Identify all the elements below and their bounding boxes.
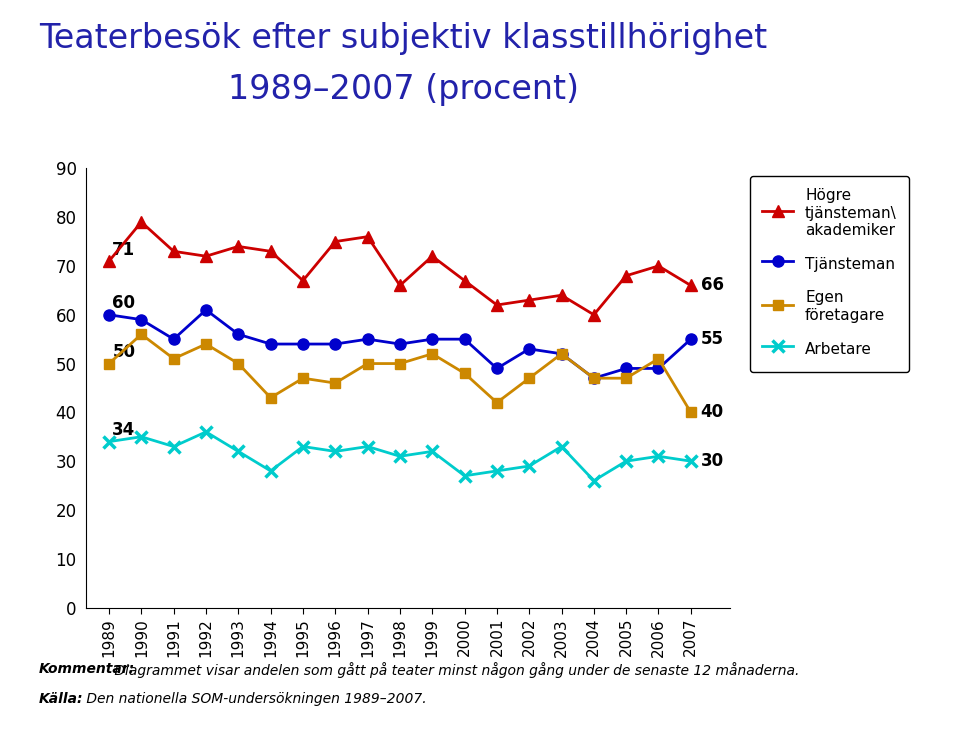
Text: 30: 30 bbox=[701, 452, 724, 470]
Text: 1989–2007 (procent): 1989–2007 (procent) bbox=[228, 73, 579, 106]
Text: Diagrammet visar andelen som gått på teater minst någon gång under de senaste 12: Diagrammet visar andelen som gått på tea… bbox=[110, 662, 800, 679]
Text: Kommentar:: Kommentar: bbox=[38, 662, 134, 676]
Text: 60: 60 bbox=[112, 294, 135, 313]
Text: 55: 55 bbox=[701, 330, 724, 348]
Text: 71: 71 bbox=[112, 241, 135, 258]
Text: 66: 66 bbox=[701, 277, 724, 294]
Text: 50: 50 bbox=[112, 343, 135, 361]
Legend: Högre
tjänsteman\
akademiker, Tjänsteman, Egen
företagare, Arbetare: Högre tjänsteman\ akademiker, Tjänsteman… bbox=[750, 176, 909, 372]
Text: 40: 40 bbox=[701, 403, 724, 422]
Text: Den nationella SOM-undersökningen 1989–2007.: Den nationella SOM-undersökningen 1989–2… bbox=[82, 692, 426, 706]
Text: Teaterbesök efter subjektiv klasstillhörighet: Teaterbesök efter subjektiv klasstillhör… bbox=[39, 22, 767, 55]
Text: 34: 34 bbox=[112, 421, 135, 439]
Text: Källa:: Källa: bbox=[38, 692, 83, 706]
